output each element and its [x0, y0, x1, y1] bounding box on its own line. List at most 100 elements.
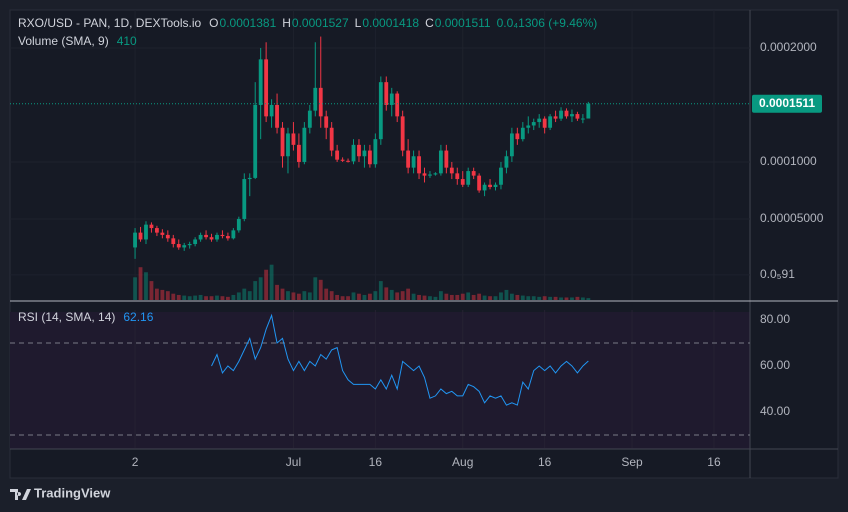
- volume-bar: [231, 294, 236, 300]
- brand-logo[interactable]: [10, 489, 31, 500]
- candle-body: [204, 234, 208, 238]
- volume-bar: [580, 297, 585, 300]
- candle-body: [144, 224, 148, 240]
- legend-ohlc-value: 0.0001527: [292, 16, 349, 30]
- candle-body: [225, 236, 230, 239]
- candle-body: [444, 150, 449, 168]
- candle-body: [187, 244, 192, 246]
- candle-body: [455, 173, 460, 180]
- volume-bar: [384, 287, 389, 300]
- volume-bar: [575, 296, 580, 300]
- rsi-legend-value: 62.16: [123, 310, 153, 324]
- volume-bar: [493, 296, 498, 300]
- brand-name[interactable]: TradingView: [34, 485, 111, 500]
- y-tick-label: 0.00005000: [760, 211, 824, 225]
- candle-body: [329, 127, 334, 151]
- volume-bar: [138, 267, 143, 300]
- candle-body: [466, 171, 471, 185]
- volume-bar: [160, 289, 165, 300]
- volume-bar: [477, 293, 482, 300]
- candle-body: [258, 59, 263, 105]
- volume-bar: [433, 296, 438, 300]
- volume-legend-value: 410: [117, 34, 137, 48]
- volume-bar: [460, 293, 465, 300]
- volume-bar: [406, 288, 411, 300]
- candle-body: [351, 144, 356, 162]
- rsi-legend-label: RSI (14, SMA, 14): [18, 310, 115, 324]
- candle-body: [149, 224, 154, 229]
- candle-body: [526, 125, 531, 128]
- volume-bar: [586, 298, 591, 300]
- candle-body: [509, 133, 514, 157]
- volume-bar: [455, 294, 460, 300]
- candle-body: [520, 127, 525, 140]
- candle-body: [357, 144, 361, 157]
- volume-bar: [389, 289, 394, 300]
- candle-body: [302, 127, 307, 162]
- legend-ohlc-value: 0.0001381: [220, 16, 277, 30]
- volume-bar: [482, 295, 487, 300]
- x-tick-label: Sep: [621, 455, 643, 469]
- candle-body: [280, 127, 285, 157]
- candle-body: [182, 245, 187, 248]
- candle-body: [269, 104, 274, 117]
- volume-bar: [520, 295, 525, 300]
- candle-body: [580, 118, 585, 120]
- legend-ohlc-value: 0.0001511: [435, 16, 491, 30]
- brand[interactable]: TradingView: [10, 485, 111, 500]
- candle-body: [395, 93, 400, 117]
- candle-body: [482, 184, 487, 191]
- candle-body: [340, 159, 345, 161]
- candle-body: [324, 116, 329, 128]
- volume-bar: [548, 296, 553, 300]
- volume-bar: [264, 269, 269, 300]
- candle-body: [373, 139, 378, 165]
- candle-body: [504, 156, 509, 168]
- volume-bar: [247, 291, 252, 300]
- volume-bar: [515, 294, 520, 300]
- candle-body: [422, 173, 427, 176]
- x-tick-label: Aug: [452, 455, 473, 469]
- volume-bar: [133, 277, 137, 300]
- candle-body: [531, 122, 536, 126]
- volume-bar: [236, 292, 241, 300]
- candle-body: [286, 133, 290, 157]
- candle-body: [318, 87, 323, 117]
- volume-bar: [182, 295, 187, 300]
- candle-body: [193, 239, 198, 245]
- candle-body: [417, 156, 421, 174]
- volume-bar: [187, 296, 192, 300]
- candle-body: [378, 82, 383, 140]
- candle-body: [493, 184, 498, 188]
- volume-bar: [280, 288, 285, 300]
- candle-body: [215, 234, 219, 240]
- last-price-box: [752, 94, 822, 113]
- volume-bar: [357, 293, 361, 300]
- candle-body: [449, 167, 454, 174]
- volume-bar: [269, 264, 274, 300]
- legend-ohlc-value: 0.0001418: [362, 16, 419, 30]
- candle-body: [433, 173, 438, 175]
- candle-body: [460, 179, 465, 185]
- x-tick-label: 16: [538, 455, 552, 469]
- last-price-label: 0.0001511: [759, 96, 815, 110]
- candle-body: [231, 230, 236, 239]
- volume-bar: [488, 296, 492, 300]
- volume-bar: [313, 277, 318, 300]
- y-tick-label: 0.0001000: [760, 154, 817, 168]
- volume-bar: [154, 288, 159, 300]
- candle-body: [542, 118, 547, 128]
- legend-ohlc-label: L: [355, 16, 362, 30]
- volume-bar: [362, 294, 367, 300]
- candle-body: [428, 174, 432, 176]
- candle-body: [515, 133, 520, 140]
- volume-bar: [324, 288, 329, 300]
- candle-body: [291, 133, 296, 145]
- volume-bar: [220, 296, 225, 300]
- candle-body: [253, 104, 258, 178]
- candle-body: [367, 150, 372, 165]
- candle-body: [362, 150, 367, 157]
- rsi-tick-label: 60.00: [760, 358, 790, 372]
- volume-bar: [242, 288, 247, 300]
